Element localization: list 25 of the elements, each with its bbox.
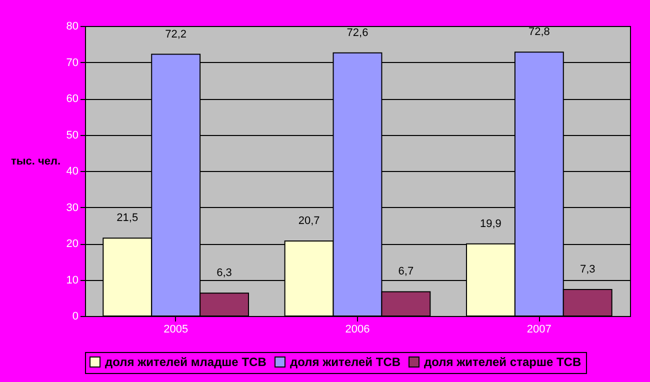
legend-label: доля жителей старше ТСВ xyxy=(424,355,582,369)
data-label: 7,3 xyxy=(580,264,596,276)
y-tick-label: 70 xyxy=(66,56,78,69)
data-label: 72,2 xyxy=(165,28,187,40)
y-tick-label: 80 xyxy=(66,20,78,32)
y-tick-label: 10 xyxy=(66,274,78,286)
data-label: 72,8 xyxy=(528,26,550,38)
data-label: 72,6 xyxy=(346,26,368,39)
y-tick-label: 50 xyxy=(66,129,78,142)
x-tick-label: 2005 xyxy=(164,324,188,336)
y-tick-label: 0 xyxy=(72,310,78,322)
y-axis-title: тыс. чел. xyxy=(10,156,60,168)
data-label: 20,7 xyxy=(298,214,320,227)
y-tick-label: 20 xyxy=(66,238,78,250)
data-label: 6,7 xyxy=(398,266,414,278)
data-label: 6,3 xyxy=(216,267,232,280)
y-tick-label: 40 xyxy=(66,166,78,178)
x-tick-label: 2007 xyxy=(526,324,552,336)
data-label: 19,9 xyxy=(480,218,502,230)
data-label: 21,5 xyxy=(116,212,138,224)
y-tick-label: 30 xyxy=(66,202,78,214)
y-tick-label: 60 xyxy=(66,93,78,105)
legend-label: доля жителей ТСВ xyxy=(290,355,401,369)
legend-label: доля жителей младше ТСВ xyxy=(105,355,267,369)
x-tick-label: 2006 xyxy=(345,324,370,336)
